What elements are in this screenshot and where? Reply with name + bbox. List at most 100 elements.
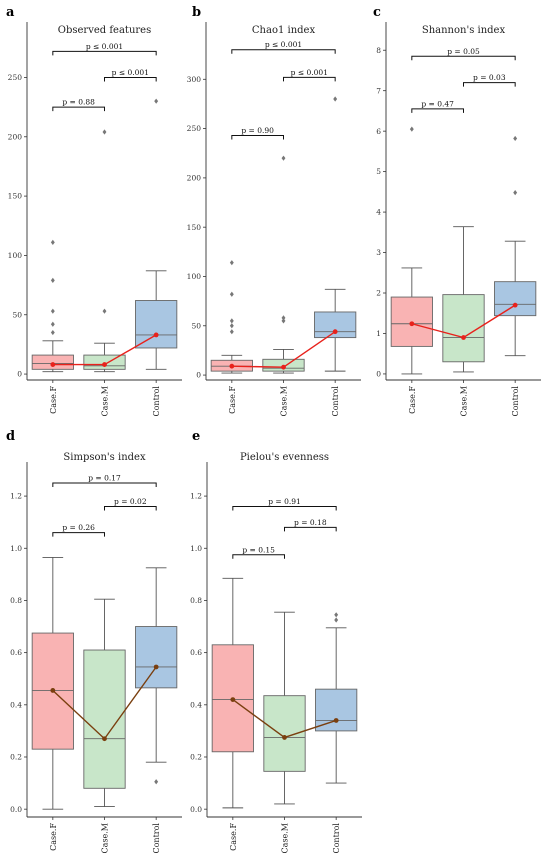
x-tick-label: Case.M bbox=[101, 386, 110, 416]
pvalue-bracket bbox=[412, 56, 515, 60]
outlier-point bbox=[513, 136, 517, 141]
box-case-m bbox=[84, 129, 125, 371]
outlier-point bbox=[230, 260, 234, 265]
panel-letter: a bbox=[6, 5, 15, 20]
mean-point bbox=[409, 321, 414, 326]
y-tick-label: 1.0 bbox=[10, 544, 22, 553]
mean-point bbox=[102, 362, 107, 367]
y-tick-label: 5 bbox=[376, 167, 381, 176]
outlier-point bbox=[334, 612, 338, 617]
outlier-point bbox=[410, 127, 414, 132]
pvalue-label: p = 0.05 bbox=[447, 47, 480, 56]
y-tick-label: 50 bbox=[12, 310, 22, 319]
panel-title: Observed features bbox=[58, 25, 151, 36]
box-body bbox=[136, 301, 177, 348]
box-case-m bbox=[84, 599, 125, 806]
y-tick-label: 300 bbox=[187, 75, 202, 84]
y-tick-label: 0 bbox=[376, 370, 381, 379]
box-body bbox=[136, 627, 177, 688]
box-body bbox=[264, 696, 305, 772]
y-tick-label: 0.4 bbox=[190, 700, 202, 709]
y-tick-label: 7 bbox=[376, 86, 381, 95]
box-control bbox=[136, 568, 177, 785]
y-tick-label: 100 bbox=[187, 272, 202, 281]
x-tick-label: Control bbox=[511, 386, 520, 417]
pvalue-label: p ≤ 0.001 bbox=[86, 42, 123, 51]
mean-point bbox=[461, 335, 466, 340]
y-tick-label: 200 bbox=[187, 173, 202, 182]
x-tick-label: Case.F bbox=[228, 386, 237, 414]
x-tick-label: Case.F bbox=[229, 823, 238, 851]
mean-point bbox=[102, 736, 107, 741]
outlier-point bbox=[154, 779, 158, 784]
pvalue-bracket bbox=[232, 50, 335, 54]
panel-letter: e bbox=[192, 429, 200, 444]
y-tick-label: 50 bbox=[191, 321, 201, 330]
y-tick-label: 0.2 bbox=[190, 753, 202, 762]
outlier-point bbox=[333, 96, 337, 101]
pvalue-bracket bbox=[285, 527, 337, 531]
pvalue-label: p = 0.02 bbox=[114, 497, 147, 506]
y-tick-label: 3 bbox=[376, 248, 381, 257]
pvalue-bracket bbox=[464, 83, 516, 87]
outlier-point bbox=[103, 309, 107, 314]
box-case-f bbox=[32, 557, 73, 809]
y-tick-label: 2 bbox=[376, 289, 381, 298]
y-tick-label: 1.0 bbox=[190, 544, 202, 553]
pvalue-label: p = 0.03 bbox=[473, 73, 506, 82]
mean-point bbox=[154, 333, 159, 338]
y-tick-label: 0.8 bbox=[190, 596, 202, 605]
box-case-f bbox=[32, 240, 73, 372]
outlier-point bbox=[51, 240, 55, 245]
y-tick-label: 200 bbox=[8, 132, 23, 141]
outlier-point bbox=[513, 190, 517, 195]
x-tick-label: Case.M bbox=[281, 823, 290, 853]
pvalue-label: p = 0.26 bbox=[62, 523, 95, 532]
x-tick-label: Case.M bbox=[460, 386, 469, 416]
y-tick-label: 250 bbox=[8, 73, 23, 82]
panel-title: Pielou's evenness bbox=[240, 452, 329, 463]
y-tick-label: 8 bbox=[376, 46, 381, 55]
x-tick-label: Control bbox=[332, 823, 341, 854]
x-tick-label: Case.M bbox=[101, 823, 110, 853]
y-tick-label: 0 bbox=[196, 371, 201, 380]
y-tick-label: 1 bbox=[376, 329, 381, 338]
pvalue-label: p ≤ 0.001 bbox=[291, 68, 328, 77]
pvalue-bracket bbox=[53, 533, 105, 537]
mean-point bbox=[513, 303, 518, 308]
y-tick-label: 0.6 bbox=[10, 648, 22, 657]
pvalue-label: p = 0.91 bbox=[268, 497, 301, 506]
x-tick-label: Case.F bbox=[49, 386, 58, 414]
outlier-point bbox=[334, 617, 338, 622]
y-tick-label: 0.0 bbox=[10, 805, 22, 814]
panel-letter: b bbox=[192, 5, 201, 20]
pvalue-label: p ≤ 0.001 bbox=[265, 40, 302, 49]
panel-letter: c bbox=[373, 5, 381, 20]
pvalue-label: p = 0.47 bbox=[421, 99, 454, 108]
panel-title: Chao1 index bbox=[252, 25, 316, 36]
pvalue-label: p = 0.90 bbox=[241, 126, 274, 135]
mean-point bbox=[50, 688, 55, 693]
box-body bbox=[495, 282, 536, 316]
outlier-point bbox=[230, 292, 234, 297]
mean-point bbox=[154, 665, 159, 670]
outlier-point bbox=[51, 278, 55, 283]
outlier-point bbox=[230, 329, 234, 334]
panel-title: Simpson's index bbox=[63, 452, 146, 463]
x-tick-label: Case.F bbox=[408, 386, 417, 414]
pvalue-bracket bbox=[105, 77, 157, 81]
y-tick-label: 0 bbox=[17, 370, 22, 379]
mean-point bbox=[334, 718, 339, 723]
pvalue-bracket bbox=[53, 107, 105, 111]
mean-point bbox=[229, 364, 234, 369]
pvalue-label: p = 0.15 bbox=[242, 545, 275, 554]
pvalue-bracket bbox=[53, 51, 156, 55]
x-tick-label: Case.M bbox=[280, 386, 289, 416]
pvalue-bracket bbox=[412, 109, 464, 113]
y-tick-label: 0.0 bbox=[190, 805, 202, 814]
box-control bbox=[316, 612, 357, 783]
pvalue-label: p = 0.17 bbox=[88, 474, 121, 483]
panel-letter: d bbox=[6, 429, 15, 444]
x-tick-label: Control bbox=[331, 386, 340, 417]
box-case-m bbox=[263, 156, 304, 374]
